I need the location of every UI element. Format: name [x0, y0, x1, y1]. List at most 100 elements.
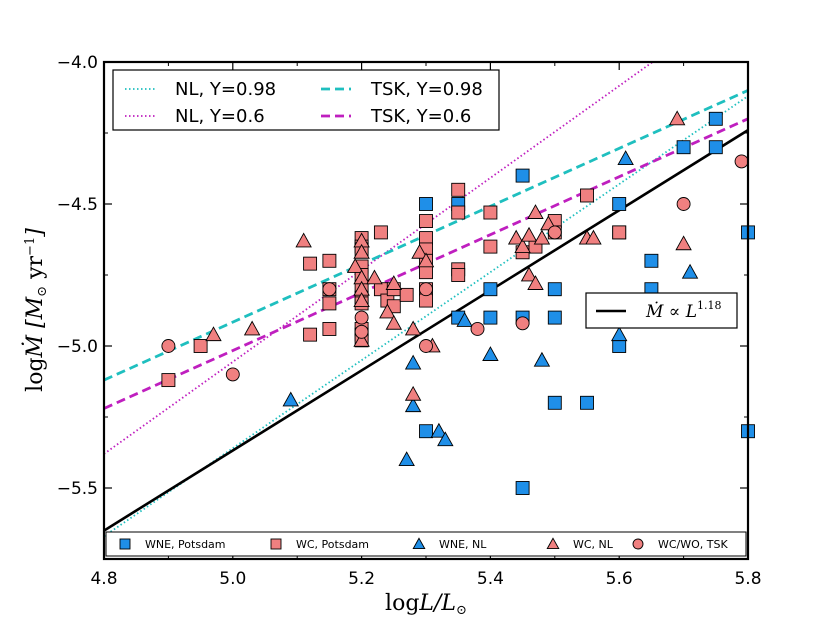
legend-marker-wne-potsdam [119, 538, 131, 550]
point-wne-potsdam [483, 310, 498, 325]
point-wc-potsdam [399, 287, 414, 302]
point-wne-nl [456, 312, 473, 327]
point-wc-nl [385, 314, 403, 330]
point-wc-wo-tsk [161, 339, 176, 353]
point-wne-potsdam [547, 395, 562, 410]
point-wc-potsdam [451, 182, 466, 197]
x-axis-title-text: L/L [418, 591, 456, 616]
point-wne-nl [430, 422, 448, 438]
point-wc-nl [507, 229, 525, 245]
point-wc-nl [675, 235, 692, 251]
point-wne-potsdam [644, 253, 659, 268]
point-wne-nl [533, 351, 551, 367]
point-wc-wo-tsk [547, 225, 562, 240]
point-wc-nl [411, 243, 428, 259]
point-wc-wo-tsk [354, 324, 369, 339]
legend-label-wc-nl: WC, NL [573, 538, 614, 551]
point-wne-nl [610, 326, 628, 342]
legend-label-wc-potsdam: WC, Potsdam [296, 538, 369, 551]
legend-marker-wne-nl [412, 537, 426, 550]
point-wc-nl [527, 204, 544, 219]
point-wc-nl [417, 252, 435, 268]
point-wc-nl [385, 275, 403, 290]
legend-marker-wc-potsdam [270, 538, 282, 550]
legend-label-tsk-y-0-98: TSK, Y=0.98 [370, 79, 483, 100]
point-wc-nl [514, 238, 531, 254]
point-wne-potsdam [676, 140, 691, 155]
legend-label-wne-potsdam: WNE, Potsdam [145, 538, 226, 551]
point-wne-nl [404, 397, 422, 413]
y-tick-label: −4.5 [57, 195, 98, 215]
point-wc-potsdam [373, 225, 388, 240]
point-wne-potsdam [515, 168, 530, 183]
point-wc-wo-tsk [676, 197, 691, 211]
point-wne-potsdam [708, 140, 723, 155]
point-wne-nl [398, 451, 415, 467]
point-wc-potsdam [483, 205, 498, 220]
top-legend: NL, Y=0.98 NL, Y=0.6 TSK, Y=0.98 TSK, Y=0.6 [112, 69, 500, 131]
point-wc-wo-tsk [734, 154, 749, 169]
point-wc-potsdam [451, 205, 466, 220]
point-wc-nl [353, 292, 370, 307]
point-wne-nl [482, 346, 499, 361]
point-wne-nl [282, 391, 299, 407]
svg-text:logL/L⊙: logL/L⊙ [385, 591, 467, 618]
point-wc-potsdam [419, 214, 433, 228]
point-wne-potsdam [483, 282, 498, 297]
point-wne-potsdam [419, 424, 433, 439]
point-wc-wo-tsk [322, 282, 337, 297]
point-wc-potsdam [193, 339, 208, 353]
point-wne-potsdam [612, 197, 627, 211]
point-wne-potsdam [419, 197, 433, 211]
svg-text:logṀ [M⊙ yr−1]: logṀ [M⊙ yr−1] [21, 228, 50, 392]
point-wc-potsdam [419, 265, 433, 280]
point-wc-nl [346, 258, 364, 273]
point-wc-nl [585, 229, 602, 245]
point-wc-wo-tsk [419, 339, 433, 353]
line-m-l-1-18 [104, 129, 748, 532]
point-wc-potsdam [303, 256, 318, 271]
point-wc-nl [379, 303, 396, 319]
marker-legend: WNE, Potsdam WC, Potsdam WNE, NL WC, NL WC/W… [105, 531, 747, 557]
point-wc-potsdam [612, 225, 627, 240]
point-wc-nl [353, 243, 370, 259]
point-wne-nl [437, 431, 454, 447]
point-wne-potsdam [547, 282, 562, 297]
point-wne-potsdam [547, 310, 562, 325]
point-wc-wo-tsk [515, 316, 530, 331]
point-wne-potsdam [580, 395, 594, 410]
x-tick-label: 5.2 [348, 569, 375, 589]
x-tick-label: 4.8 [90, 569, 117, 589]
point-wc-nl [295, 232, 312, 248]
legend-label-nl-y-0-98: NL, Y=0.98 [175, 79, 276, 100]
legend-label-tsk-y-0-6: TSK, Y=0.6 [370, 106, 471, 127]
x-tick-label: 5.4 [477, 569, 504, 589]
point-wc-potsdam [580, 188, 594, 203]
point-wc-potsdam [451, 268, 466, 282]
point-wne-nl [617, 150, 634, 165]
y-tick-label: −5.5 [57, 479, 98, 499]
x-tick-label: 5.6 [606, 569, 633, 589]
point-wne-potsdam [708, 111, 723, 126]
x-tick-label: 5.0 [219, 569, 246, 589]
point-wc-nl [520, 226, 538, 242]
point-wc-nl [353, 331, 370, 347]
point-wne-potsdam [515, 481, 530, 495]
legend-label-wc-wo-tsk: WC/WO, TSK [658, 538, 728, 551]
y-tick-label: −5.0 [57, 337, 98, 357]
point-wc-potsdam [322, 296, 337, 311]
point-wc-nl [243, 320, 261, 336]
relation-legend-label: Ṁ ∝ L [645, 301, 697, 322]
legend-marker-wc-nl [546, 537, 560, 550]
point-wc-wo-tsk [225, 367, 240, 382]
y-tick-label: −4.0 [57, 53, 98, 73]
point-wc-potsdam [303, 327, 318, 342]
point-wc-nl [205, 326, 222, 342]
point-wc-nl [520, 266, 538, 282]
point-wne-potsdam [612, 339, 627, 353]
point-wc-wo-tsk [419, 282, 433, 297]
point-wc-nl [533, 229, 551, 245]
point-wc-potsdam [161, 373, 176, 388]
point-wc-wo-tsk [354, 310, 369, 325]
